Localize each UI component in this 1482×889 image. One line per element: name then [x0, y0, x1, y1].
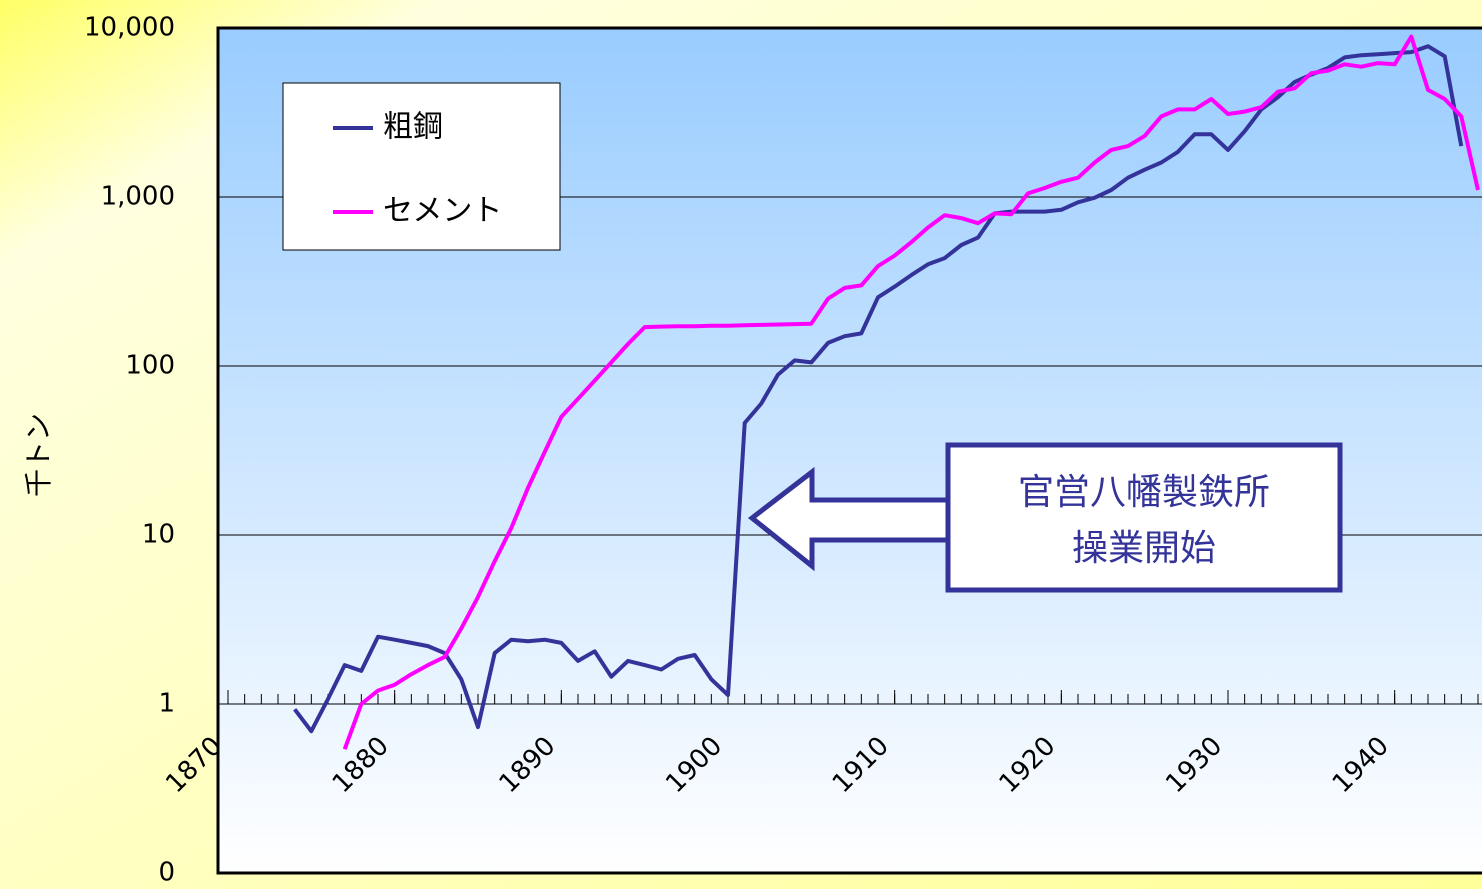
annotation: 官営八幡製鉄所 操業開始 — [747, 442, 1343, 593]
legend-label: セメント — [383, 194, 502, 229]
annotation-text: 操業開始 — [1072, 528, 1216, 569]
legend: 粗鋼 セメント — [282, 82, 561, 251]
annotation-box — [945, 442, 1343, 593]
legend-label: 粗鋼 — [383, 110, 443, 145]
y-tick-label: 10 — [142, 520, 175, 550]
y-tick-label: 0 — [158, 858, 175, 888]
y-tick-label: 1,000 — [101, 182, 175, 212]
annotation-arrow — [747, 466, 948, 572]
annotation-text: 官営八幡製鉄所 — [1018, 472, 1270, 513]
y-tick-label: 1 — [158, 689, 175, 719]
y-tick-label: 10,000 — [84, 13, 175, 43]
series-line — [293, 44, 1464, 734]
y-tick-label: 100 — [125, 351, 175, 381]
legend-box — [282, 82, 561, 251]
series-line — [342, 34, 1480, 750]
y-axis-label: 千トン — [22, 413, 55, 497]
